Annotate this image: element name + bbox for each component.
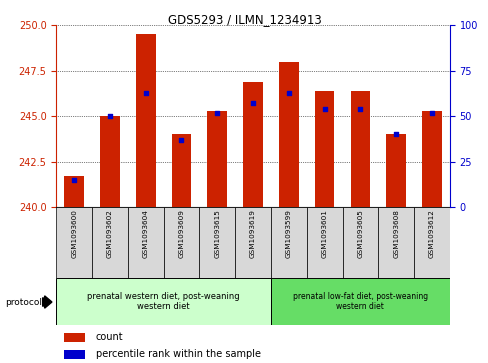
Text: GSM1093605: GSM1093605 <box>357 209 363 258</box>
Bar <box>64 333 85 342</box>
Text: GSM1093601: GSM1093601 <box>321 209 327 258</box>
Bar <box>56 278 270 325</box>
Bar <box>378 207 413 278</box>
Bar <box>342 207 378 278</box>
Bar <box>64 176 84 207</box>
Text: percentile rank within the sample: percentile rank within the sample <box>96 349 260 359</box>
Point <box>249 101 257 106</box>
Point <box>177 137 185 143</box>
Bar <box>421 111 441 207</box>
Bar <box>127 207 163 278</box>
Text: GSM1093609: GSM1093609 <box>178 209 184 258</box>
Point <box>70 177 78 183</box>
Text: GSM1093608: GSM1093608 <box>392 209 398 258</box>
Text: count: count <box>96 332 123 342</box>
Bar <box>270 278 449 325</box>
Bar <box>270 207 306 278</box>
Text: GSM1093612: GSM1093612 <box>428 209 434 258</box>
Bar <box>386 134 405 207</box>
Text: GSM1093604: GSM1093604 <box>142 209 148 258</box>
Bar <box>314 91 334 207</box>
Text: prenatal western diet, post-weaning
western diet: prenatal western diet, post-weaning west… <box>87 291 240 311</box>
Bar <box>235 207 270 278</box>
Text: GSM1093600: GSM1093600 <box>71 209 77 258</box>
Bar <box>243 82 263 207</box>
Point <box>106 113 114 119</box>
Text: GSM1093602: GSM1093602 <box>107 209 113 258</box>
Point <box>356 106 364 112</box>
Bar <box>207 111 226 207</box>
Point <box>213 110 221 115</box>
Bar <box>163 207 199 278</box>
Bar <box>171 134 191 207</box>
Point <box>391 131 399 137</box>
Text: prenatal low-fat diet, post-weaning
western diet: prenatal low-fat diet, post-weaning west… <box>292 291 427 311</box>
Bar <box>306 207 342 278</box>
Bar <box>199 207 235 278</box>
Point <box>427 110 435 115</box>
Text: protocol: protocol <box>5 298 42 306</box>
FancyArrow shape <box>41 296 52 308</box>
Bar <box>279 62 298 207</box>
Bar <box>92 207 127 278</box>
Point <box>320 106 328 112</box>
Point <box>285 90 292 95</box>
Bar <box>350 91 369 207</box>
Text: GSM1093599: GSM1093599 <box>285 209 291 258</box>
Bar <box>413 207 449 278</box>
Bar <box>100 116 120 207</box>
Bar <box>64 350 85 359</box>
Bar <box>136 34 155 207</box>
Text: GDS5293 / ILMN_1234913: GDS5293 / ILMN_1234913 <box>167 13 321 26</box>
Point <box>142 90 149 95</box>
Text: GSM1093619: GSM1093619 <box>249 209 256 258</box>
Bar <box>56 207 92 278</box>
Text: GSM1093615: GSM1093615 <box>214 209 220 258</box>
